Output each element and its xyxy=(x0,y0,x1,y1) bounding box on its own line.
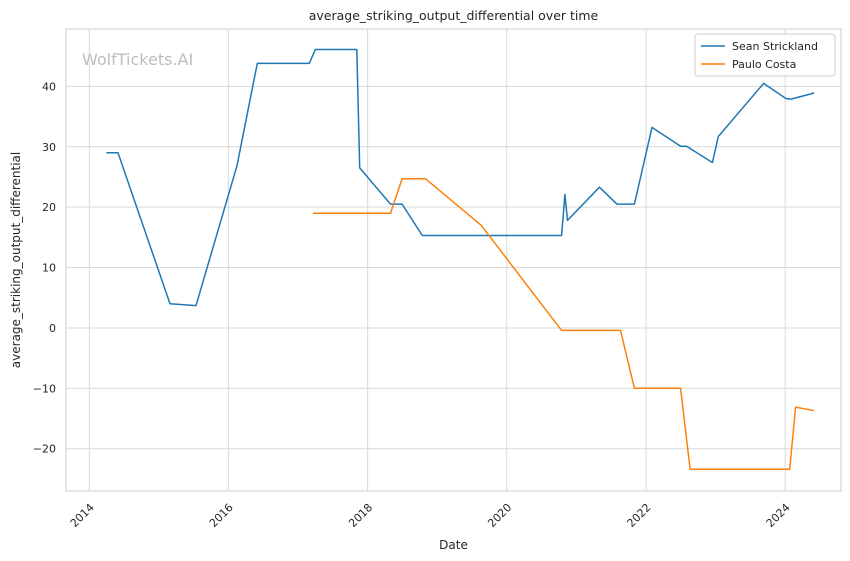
plot-frame xyxy=(65,28,842,492)
x-tick-label: 2022 xyxy=(625,501,654,530)
y-tick-label: −10 xyxy=(33,382,56,395)
series-line-paulo-costa xyxy=(313,178,815,471)
series-line-sean-strickland xyxy=(106,48,815,307)
grid-lines xyxy=(66,29,841,491)
watermark: WolfTickets.AI xyxy=(82,50,193,69)
legend-box xyxy=(694,33,836,77)
legend-label: Paulo Costa xyxy=(732,58,796,71)
legend-label: Sean Strickland xyxy=(732,40,818,53)
series-lines xyxy=(106,48,815,471)
x-tick-label: 2014 xyxy=(68,501,97,530)
y-tick-label: 0 xyxy=(49,322,56,335)
y-tick-labels: −20 −10 0 10 20 30 40 xyxy=(33,80,56,455)
legend: Sean Strickland Paulo Costa xyxy=(694,33,836,77)
x-axis-label: Date xyxy=(439,538,468,552)
x-tick-label: 2018 xyxy=(346,501,375,530)
y-tick-label: 10 xyxy=(42,262,56,275)
x-tick-label: 2016 xyxy=(207,501,236,530)
y-tick-label: −20 xyxy=(33,443,56,456)
x-tick-label: 2024 xyxy=(764,501,793,530)
x-tick-labels: 2014 2016 2018 2020 2022 2024 xyxy=(68,501,793,530)
chart-title: average_striking_output_differential ove… xyxy=(309,8,599,23)
y-tick-label: 40 xyxy=(42,80,56,93)
y-tick-label: 30 xyxy=(42,141,56,154)
x-tick-label: 2020 xyxy=(485,501,514,530)
y-axis-label: average_striking_output_differential xyxy=(9,152,23,368)
y-tick-label: 20 xyxy=(42,201,56,214)
